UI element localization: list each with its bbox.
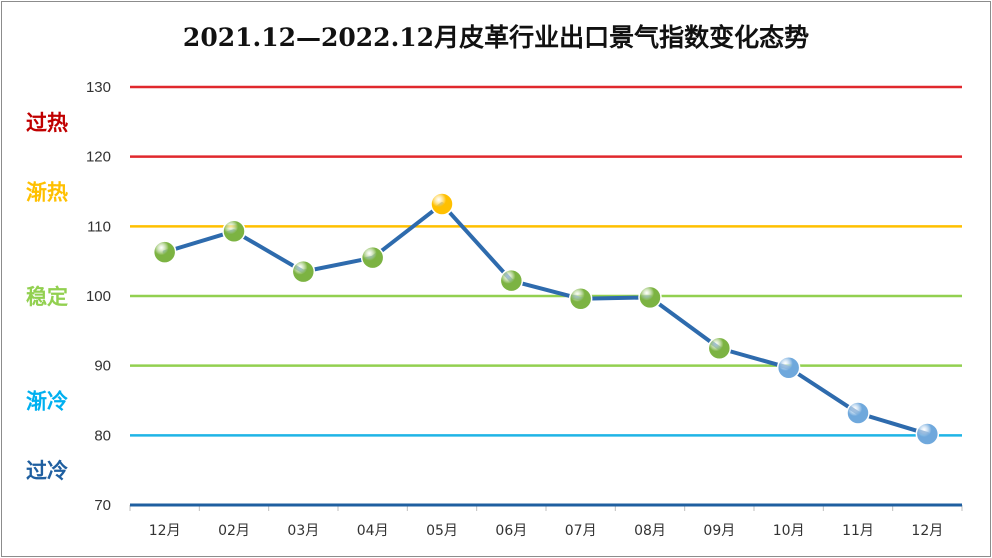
y-tick-label: 70 xyxy=(94,497,111,514)
data-point xyxy=(638,285,662,310)
data-point xyxy=(430,192,454,216)
data-point xyxy=(568,287,593,311)
x-tick-label: 07月 xyxy=(565,523,597,539)
y-tick-label: 130 xyxy=(86,79,111,96)
y-tick-label: 90 xyxy=(94,358,111,375)
data-point xyxy=(915,422,940,446)
x-tick-label: 09月 xyxy=(703,523,735,539)
zone-label: 过热 xyxy=(26,110,68,135)
chart-title: 2021.12—2022.12月皮革行业出口景气指数变化态势 xyxy=(182,23,810,52)
zone-label: 稳定 xyxy=(26,284,68,309)
x-tick-label: 12月 xyxy=(149,523,181,539)
x-tick-label: 12月 xyxy=(911,523,943,539)
x-tick-label: 03月 xyxy=(287,523,319,539)
data-point xyxy=(152,240,177,264)
zone-label: 渐热 xyxy=(26,180,68,205)
y-tick-label: 110 xyxy=(87,218,111,235)
data-point xyxy=(776,356,801,380)
x-tick-label: 10月 xyxy=(773,523,805,539)
x-tick-label: 08月 xyxy=(634,523,666,539)
x-tick-label: 11月 xyxy=(842,523,874,539)
y-tick-label: 120 xyxy=(86,149,111,166)
x-tick-label: 04月 xyxy=(357,523,389,539)
data-point xyxy=(499,268,524,293)
x-tick-label: 06月 xyxy=(495,523,527,539)
data-point xyxy=(707,336,732,360)
y-tick-label: 80 xyxy=(94,427,111,444)
zone-label: 渐冷 xyxy=(26,389,68,414)
y-tick-label: 100 xyxy=(86,288,111,305)
series-line xyxy=(162,202,930,436)
x-tick-label: 05月 xyxy=(426,523,458,539)
data-point xyxy=(360,245,385,270)
data-point xyxy=(291,259,316,284)
data-point xyxy=(846,401,870,425)
data-point xyxy=(222,219,246,243)
zone-label: 过冷 xyxy=(26,458,68,483)
x-tick-label: 02月 xyxy=(218,523,250,539)
